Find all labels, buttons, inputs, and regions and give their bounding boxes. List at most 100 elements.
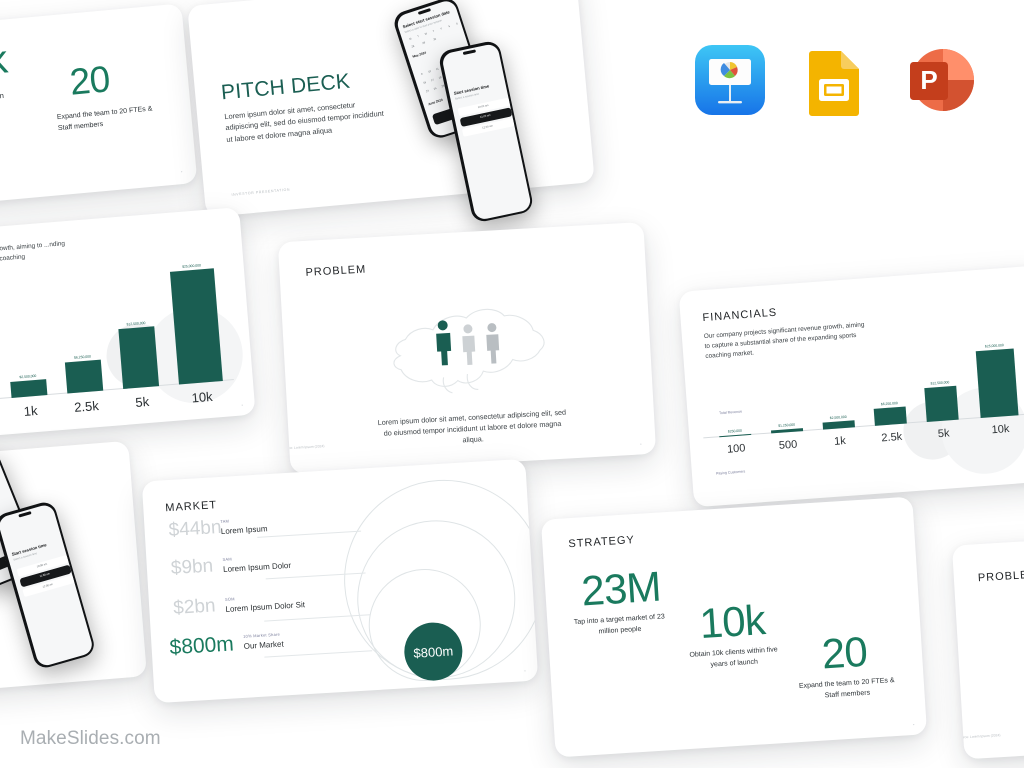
market-label-tam: Lorem Ipsum	[220, 524, 268, 536]
bar-5k-fin-value: $12,500,000	[930, 380, 950, 387]
bar-1k-category: 1k	[23, 402, 39, 419]
market-tag-ours: 10% Market Share	[242, 631, 281, 639]
day-blank-1	[415, 63, 423, 68]
day-9[interactable]: 9	[420, 72, 423, 76]
page-number-market: •	[524, 668, 526, 674]
market-label-ours: Our Market	[243, 639, 284, 651]
market-tag-sam: SAM	[222, 556, 233, 562]
google-slides-icon[interactable]	[803, 48, 865, 116]
bar-2-5k-fin[interactable]: $6,250,000 2.5k	[873, 401, 907, 444]
strategy-title: STRATEGY	[568, 534, 636, 551]
market-bubble-label: $800m	[413, 642, 454, 661]
slide-market[interactable]: MARKET $800m $44bn TAM Lorem Ipsum $9bn …	[141, 458, 539, 704]
strategy-stat-3-number: 20	[820, 627, 869, 678]
bar-500[interactable]: $1,250,000 500	[770, 422, 804, 452]
weekday-w: W	[424, 31, 428, 36]
bar-2-5k-value: $6,250,000	[73, 354, 92, 360]
bar-10k[interactable]: $25,000,000 10k	[169, 264, 223, 405]
leader-line-tam	[257, 530, 362, 538]
day-blank-3	[431, 58, 439, 63]
bar-100-value: $250,000	[727, 428, 743, 434]
financials-x-axis-label: Paying Customers	[715, 469, 746, 476]
weekday-m: M	[408, 36, 412, 41]
apple-keynote-icon[interactable]	[694, 44, 766, 116]
weekday-s2: S	[455, 21, 459, 26]
bar-500-value: $1,250,000	[777, 422, 796, 428]
pitch-deck-title: PITCH DECK	[220, 69, 351, 105]
leader-line-ours	[264, 650, 373, 658]
market-label-som: Lorem Ipsum Dolor Sit	[225, 600, 306, 614]
slide-problem-edge[interactable]: PROBLEM Source: Lorem Ipsum (2024)	[951, 526, 1024, 760]
day-16[interactable]: 16	[422, 80, 427, 85]
slide-strategy-cropped[interactable]: k s within nch 20 Expand the team to 20 …	[0, 3, 198, 213]
problem-edge-title: PROBLEM	[977, 568, 1024, 585]
weekday-s1: S	[447, 24, 451, 28]
trailing-day-29[interactable]: 29	[421, 40, 426, 45]
problem-edge-source: Source: Lorem Ipsum (2024)	[957, 733, 1001, 740]
phone-notch-4	[18, 511, 32, 518]
financials-body: Our company projects significant revenue…	[703, 321, 865, 360]
bar-1k-fin-value: $2,500,000	[829, 414, 847, 421]
market-value-sam: $9bn	[170, 555, 214, 579]
bar-2-5k[interactable]: $6,250,000 2.5k	[64, 354, 104, 415]
bar-2-5k-fin-value: $6,250,000	[880, 401, 898, 407]
watermark-makeslides: MakeSlides.com	[20, 728, 161, 749]
bar-5k-fin[interactable]: $12,500,000 5k	[924, 381, 959, 440]
slide-financials-cropped[interactable]: ...ue growth, aiming to ...nding sports …	[0, 207, 256, 449]
market-tag-tam: TAM	[220, 518, 230, 524]
problem-source: Source: Lorem Ipsum (2024)	[281, 444, 325, 451]
bar-10k-fin-category: 10k	[991, 422, 1010, 437]
day-17[interactable]: 17	[430, 78, 435, 82]
market-tag-som: SOM	[224, 596, 235, 602]
strategy-stat-2-caption: Obtain 10k clients within five years of …	[689, 646, 778, 669]
page-number-strategy: •	[912, 721, 915, 727]
bar-100[interactable]: $250,000 100	[719, 429, 752, 456]
day-10[interactable]: 10	[427, 69, 432, 74]
pitch-deck-body: Lorem ipsum dolor sit amet, consectetur …	[223, 100, 385, 145]
strategy-stat-2-number: 10k	[698, 596, 767, 648]
bar-1k[interactable]: $2,500,000 1k	[10, 374, 48, 419]
strategy-stat-3-caption: Expand the team to 20 FTEs & Staff membe…	[798, 677, 895, 699]
market-value-tam: $44bn	[168, 516, 223, 542]
strategy-crop-number-partial: k	[0, 37, 9, 84]
trailing-day-30[interactable]: 30	[432, 37, 437, 42]
trailing-day-28[interactable]: 28	[410, 44, 415, 49]
microsoft-powerpoint-icon[interactable]: P	[903, 44, 975, 116]
strategy-stat-1-caption: Tap into a target market of 23 million p…	[573, 613, 665, 636]
phone-notch-2	[462, 49, 476, 56]
bar-5k-category: 5k	[134, 393, 150, 411]
slide-problem[interactable]: PROBLEM Lorem ipsum dolor sit amet, cons	[277, 221, 657, 475]
market-value-som: $2bn	[172, 595, 217, 619]
weekday-t2: T	[432, 29, 435, 33]
day-blank-2	[423, 60, 431, 65]
slide-financials[interactable]: FINANCIALS Our company projects signific…	[678, 264, 1024, 508]
bar-500-category: 500	[778, 438, 798, 452]
bar-1k-fin-category: 1k	[833, 435, 847, 448]
bar-1k-fin[interactable]: $2,500,000 1k	[822, 415, 855, 448]
bar-5k-fin-category: 5k	[937, 427, 950, 441]
bar-10k-category: 10k	[191, 388, 214, 406]
pitch-deck-footer: INVESTOR PRESENTATION	[231, 187, 291, 197]
svg-text:P: P	[920, 65, 937, 95]
slide-pitch-deck[interactable]: PITCH DECK Lorem ipsum dolor sit amet, c…	[187, 0, 595, 218]
day-24[interactable]: 24	[433, 86, 437, 91]
bar-1k-value: $2,500,000	[19, 374, 37, 380]
market-title: MARKET	[165, 499, 218, 515]
strategy-crop-caption-full: Expand the team to 20 FTEs & Staff membe…	[56, 105, 153, 132]
problem-title: PROBLEM	[305, 263, 367, 279]
strategy-crop-caption-partial-two: nch	[0, 99, 50, 117]
bar-10k-fin[interactable]: $25,000,000 10k	[975, 343, 1019, 436]
day-23[interactable]: 23	[425, 89, 430, 93]
person-highlighted-icon	[436, 320, 452, 366]
bar-5k-value: $12,500,000	[126, 320, 146, 327]
slide-strategy[interactable]: STRATEGY 23M Tap into a target market of…	[540, 496, 928, 758]
calendar-month-june: June 2024	[427, 97, 444, 106]
bar-10k-fin-value: $25,000,000	[984, 342, 1004, 349]
market-value-ours: $800m	[168, 632, 235, 660]
bar-5k[interactable]: $12,500,000 5k	[118, 321, 160, 410]
calendar-month-may: May 2024	[411, 50, 427, 59]
page-number-problem: •	[640, 441, 642, 447]
weekday-f: F	[440, 26, 443, 31]
financials-crop-chart: $2,500,000 1k $6,250,000 2.5k $12,500,00…	[0, 260, 234, 419]
